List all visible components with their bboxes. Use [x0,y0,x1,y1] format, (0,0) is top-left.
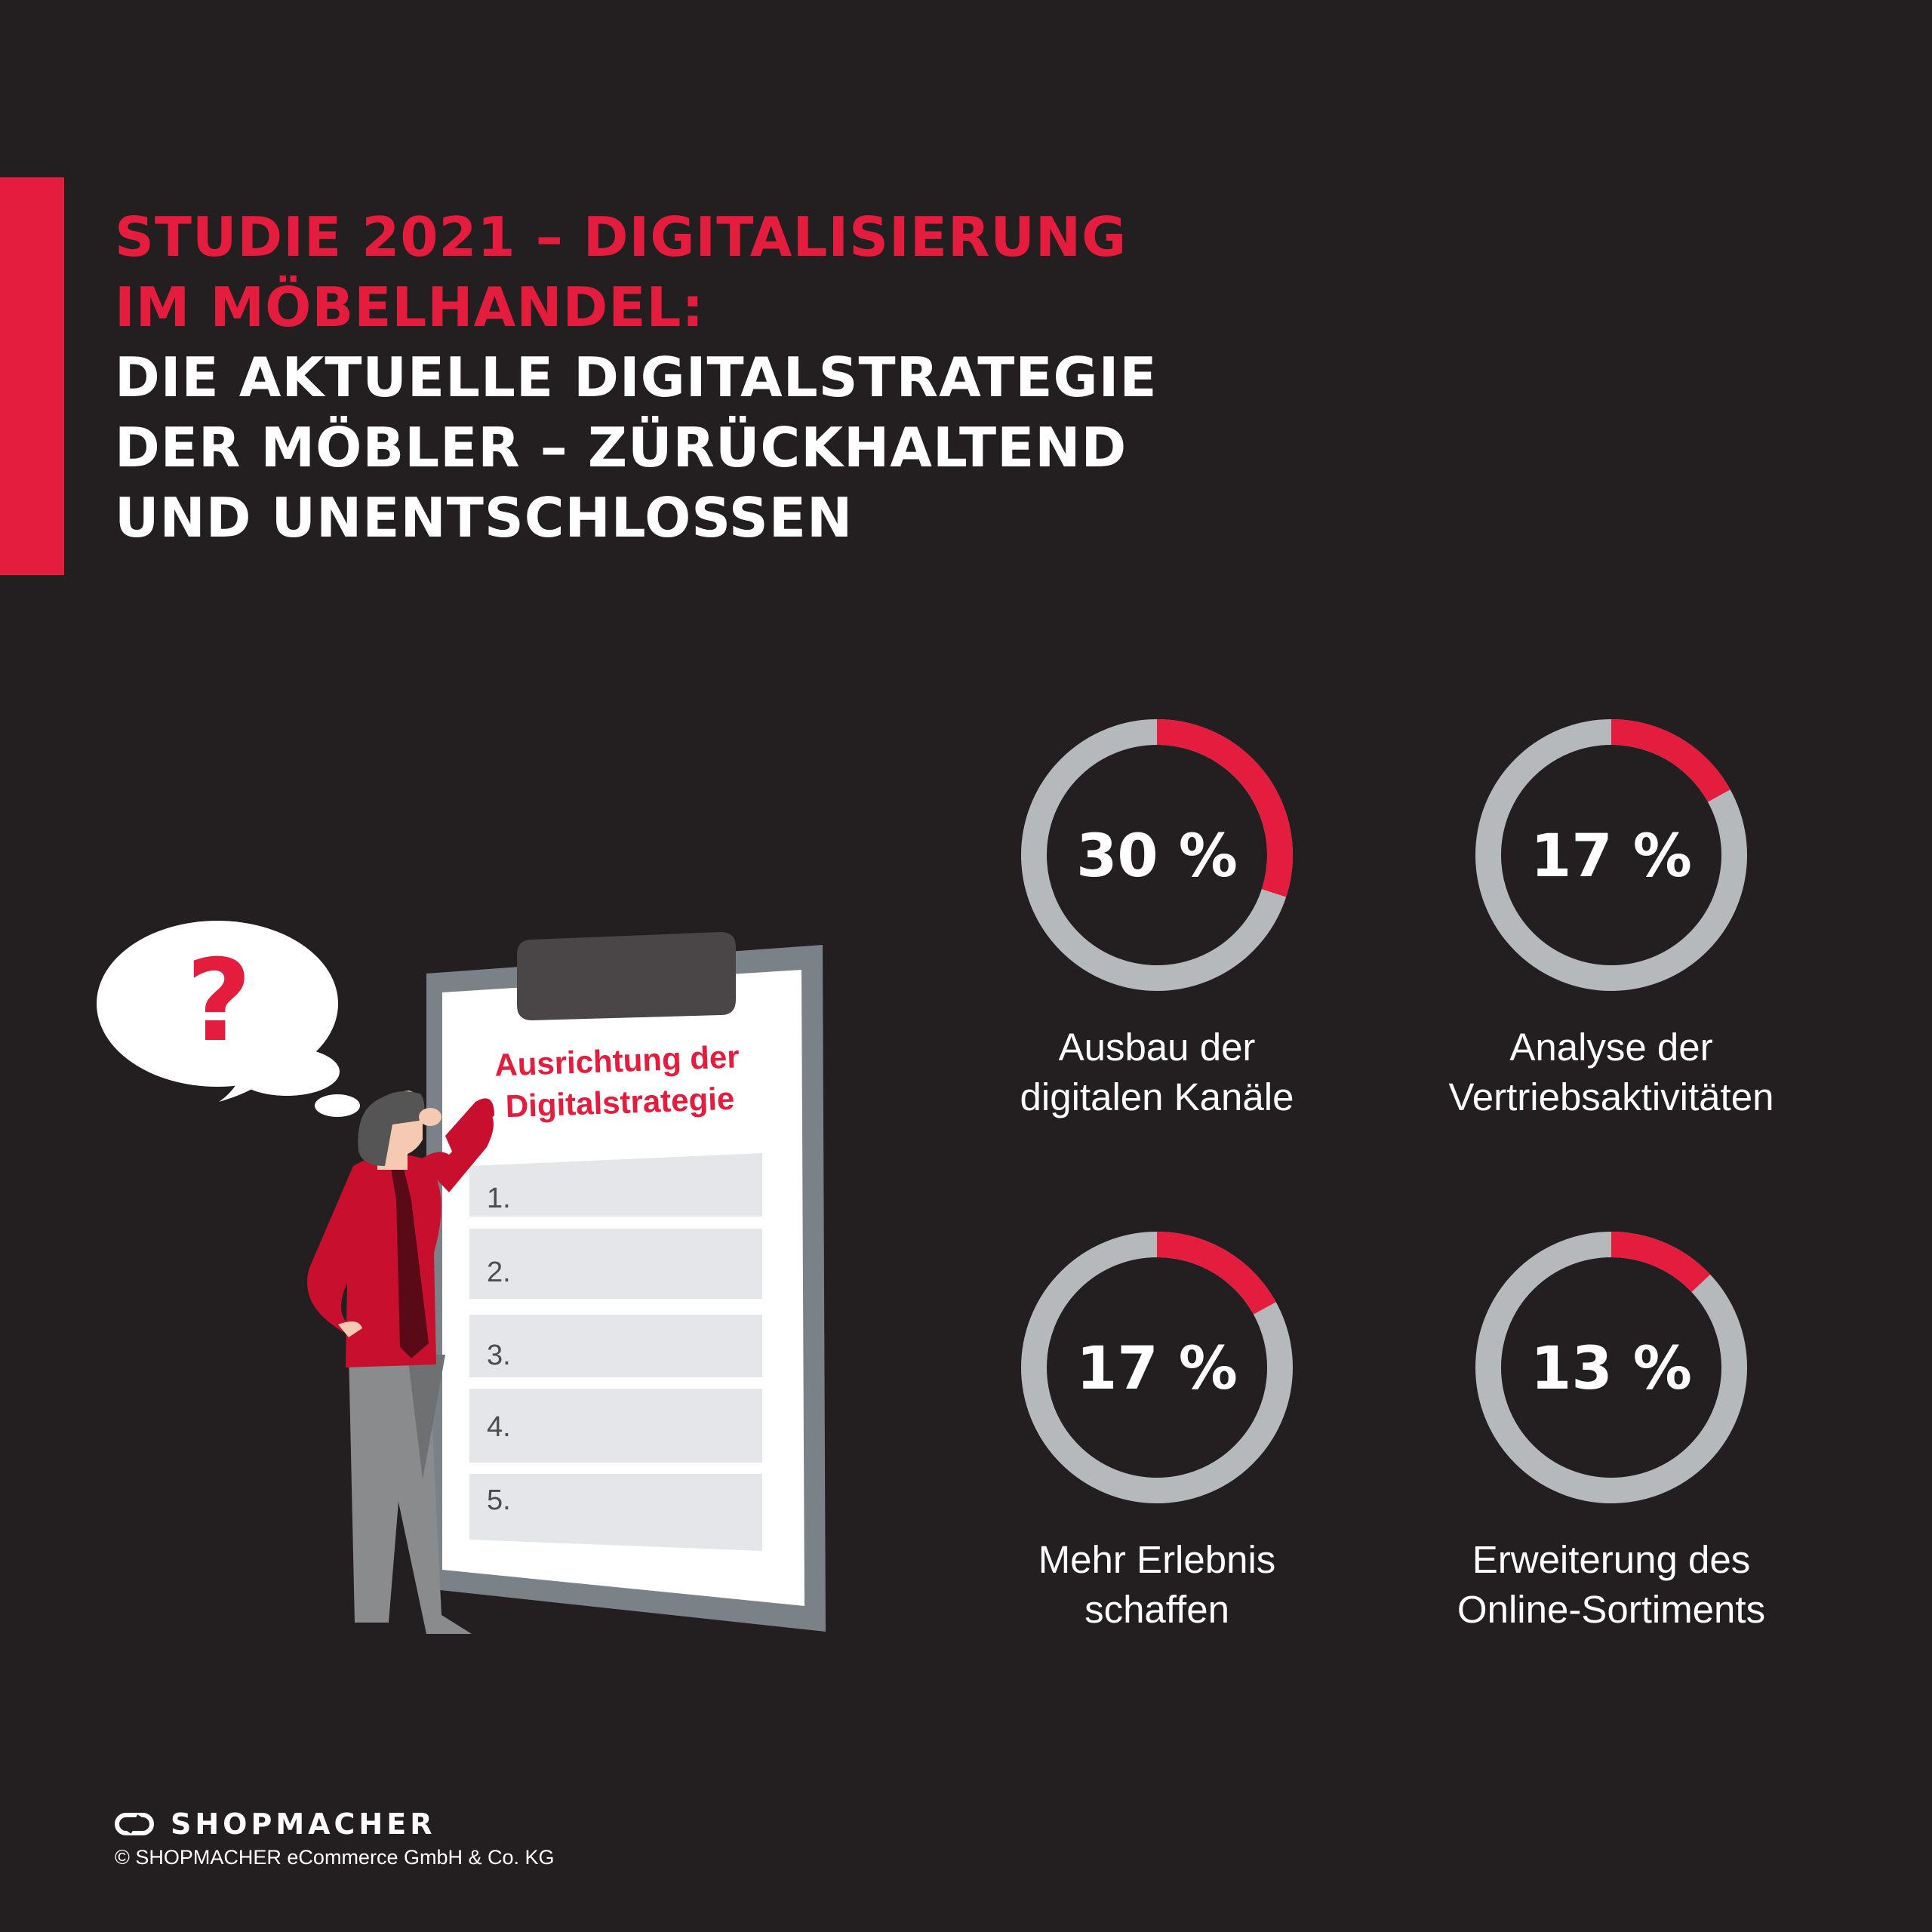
donut-category-label: Ausbau der [1059,1026,1256,1069]
footer-logo: SHOPMACHER [115,1807,435,1841]
clipboard-title-line: Ausrichtung der [494,1038,740,1082]
title-line: IM MÖBELHANDEL: [115,275,705,339]
title-line: DIE AKTUELLE DIGITALSTRATEGIE [115,346,1158,409]
list-number: 3. [487,1340,511,1371]
accent-bar [0,177,64,575]
question-mark: ? [186,936,251,1067]
donut-segment [1156,719,1293,897]
checklist: 1. 2. 3. 4. 5. [469,1153,762,1551]
donut-category-label: Vertriebsaktivitäten [1449,1075,1774,1118]
donut-category-label: Analyse der [1509,1026,1712,1069]
donut-value-label: 17 % [1531,823,1692,891]
title-line: DER MÖBLER – ZÜRÜCKHALTEND [115,416,1128,479]
page-title: STUDIE 2021 – DIGITALISIERUNG IM MÖBELHA… [115,202,1158,553]
donut-charts: 30 % Ausbau der digitalen Kanäle 17 % Analys… [1020,719,1774,1631]
donut-4: 13 % Erweiterung des Online-Sortiments [1457,1232,1765,1631]
list-number: 4. [487,1411,511,1443]
donut-segment [1611,719,1730,802]
donut-category-label: Online-Sortiments [1457,1588,1765,1631]
thought-bubble-icon: ? [97,921,360,1117]
donut-segment [1156,1232,1276,1315]
donut-category-label: Erweiterung des [1472,1538,1751,1581]
donut-segment [1611,1232,1711,1293]
list-number: 2. [487,1257,511,1288]
list-number: 1. [487,1183,511,1214]
donut-3: 17 % Mehr Erlebnis schaffen [1021,1232,1293,1631]
donut-value-label: 13 % [1531,1335,1692,1403]
donut-value-label: 30 % [1076,823,1238,891]
list-number: 5. [487,1484,511,1516]
shopmacher-link-icon [115,1813,154,1835]
donut-category-label: digitalen Kanäle [1020,1075,1294,1118]
clipboard-title-line: Digitalstrategie [505,1081,735,1124]
title-line: STUDIE 2021 – DIGITALISIERUNG [115,205,1128,269]
donut-category-label: Mehr Erlebnis [1038,1538,1276,1581]
confused-person-icon [307,1091,494,1634]
donut-1: 30 % Ausbau der digitalen Kanäle [1020,719,1294,1118]
title-line: UND UNENTSCHLOSSEN [115,486,854,549]
brand-name: SHOPMACHER [171,1807,436,1841]
donut-category-label: schaffen [1084,1588,1229,1631]
donut-2: 17 % Analyse der Vertriebsaktivitäten [1449,719,1774,1118]
clipboard-icon: Ausrichtung der Digitalstrategie 1. 2. 3… [426,932,826,1632]
donut-value-label: 17 % [1076,1335,1238,1403]
copyright-notice: © SHOPMACHER eCommerce GmbH & Co. KG [115,1846,555,1869]
